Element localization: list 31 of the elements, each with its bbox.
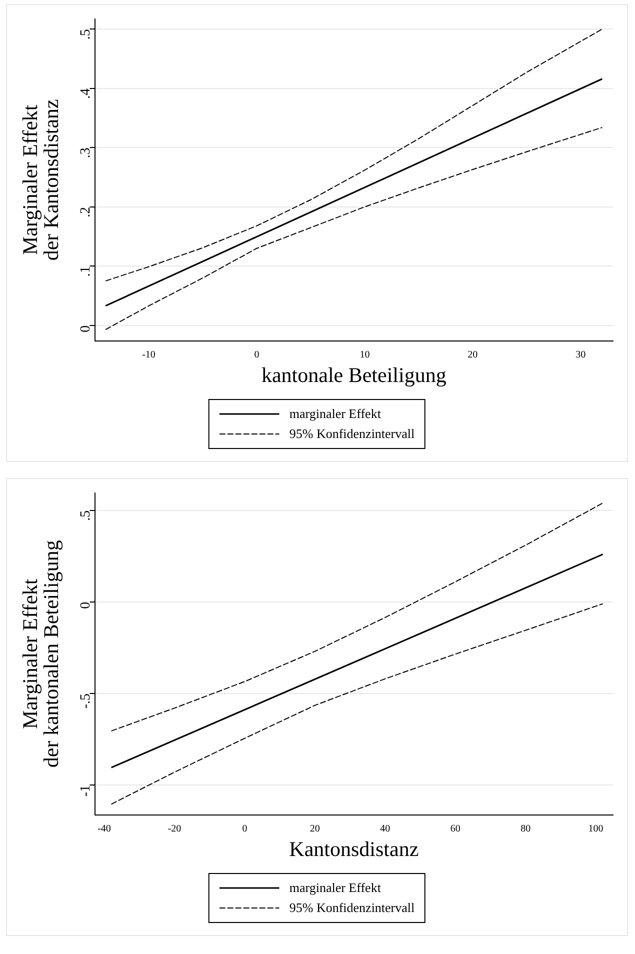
x-tick-label: 40 <box>380 823 390 834</box>
x-tick-label: 60 <box>450 823 460 834</box>
y-tick-label: 0 <box>78 602 94 609</box>
x-tick-label: 20 <box>468 349 478 360</box>
y-tick-label: -1 <box>78 784 94 797</box>
y-tick-label: .1 <box>78 266 94 277</box>
y-axis-title: Marginaler Effekt der Kantonsdistanz <box>18 99 64 261</box>
x-tick-label: 20 <box>310 823 320 834</box>
y-tick-label: .4 <box>78 88 94 99</box>
y-tick-label: .2 <box>78 206 94 218</box>
x-tick-label: 30 <box>576 349 586 360</box>
x-axis-title: kantonale Beteiligung <box>261 362 447 387</box>
legend-label: 95% Konfidenzintervall <box>289 900 415 916</box>
legend-label: 95% Konfidenzintervall <box>289 426 415 442</box>
y-tick-label: -.5 <box>78 693 94 709</box>
y-tick-label: .3 <box>78 148 94 158</box>
x-tick-label: -20 <box>168 823 182 834</box>
x-tick-label: 0 <box>242 823 248 834</box>
y-tick-label: .5 <box>78 29 94 40</box>
x-tick-label: 10 <box>360 349 370 360</box>
x-axis-title: Kantonsdistanz <box>289 836 419 861</box>
x-tick-label: -10 <box>142 349 156 360</box>
x-tick-label: 100 <box>588 823 604 834</box>
x-tick-label: 0 <box>254 349 260 360</box>
y-tick-label: .5 <box>78 510 94 521</box>
legend-label: marginaler Effekt <box>289 406 381 422</box>
legend-label: marginaler Effekt <box>289 880 381 896</box>
x-tick-label: 80 <box>520 823 531 834</box>
y-tick-label: 0 <box>78 325 94 332</box>
x-tick-label: -40 <box>98 823 111 834</box>
y-axis-title: Marginaler Effekt der kantonalen Beteiligung <box>18 540 64 768</box>
